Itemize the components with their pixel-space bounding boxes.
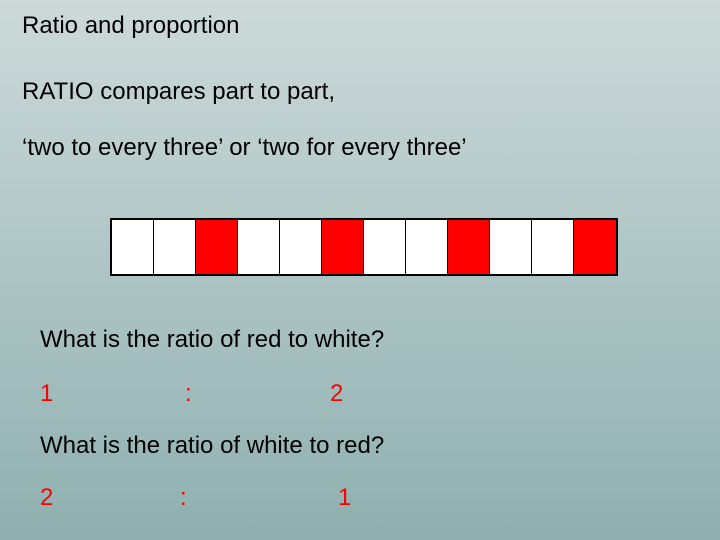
question-white-to-red: What is the ratio of white to red?: [40, 432, 384, 460]
answer1-right: 2: [330, 380, 343, 408]
bar-cell-red: [322, 220, 364, 274]
bar-cell-white: [532, 220, 574, 274]
ratio-bar: [110, 218, 618, 276]
slide-title: Ratio and proportion: [22, 12, 239, 40]
bar-cell-red: [448, 220, 490, 274]
bar-cell-white: [154, 220, 196, 274]
answer2-left: 2: [40, 484, 180, 512]
bar-cell-white: [364, 220, 406, 274]
example-phrase: ‘two to every three’ or ‘two for every t…: [22, 134, 467, 162]
bar-cell-red: [196, 220, 238, 274]
bar-cell-white: [280, 220, 322, 274]
answer1-left: 1: [40, 380, 185, 408]
answer1-sep: :: [185, 380, 330, 408]
bar-cell-white: [406, 220, 448, 274]
answer2-sep: :: [180, 484, 338, 512]
bar-cell-white: [238, 220, 280, 274]
answer-red-to-white: 1 : 2: [40, 380, 343, 408]
bar-cell-red: [574, 220, 616, 274]
answer-white-to-red: 2 : 1: [40, 484, 351, 512]
bar-cell-white: [490, 220, 532, 274]
answer2-right: 1: [338, 484, 351, 512]
question-red-to-white: What is the ratio of red to white?: [40, 326, 384, 354]
definition-line: RATIO compares part to part,: [22, 78, 335, 106]
bar-cell-white: [112, 220, 154, 274]
